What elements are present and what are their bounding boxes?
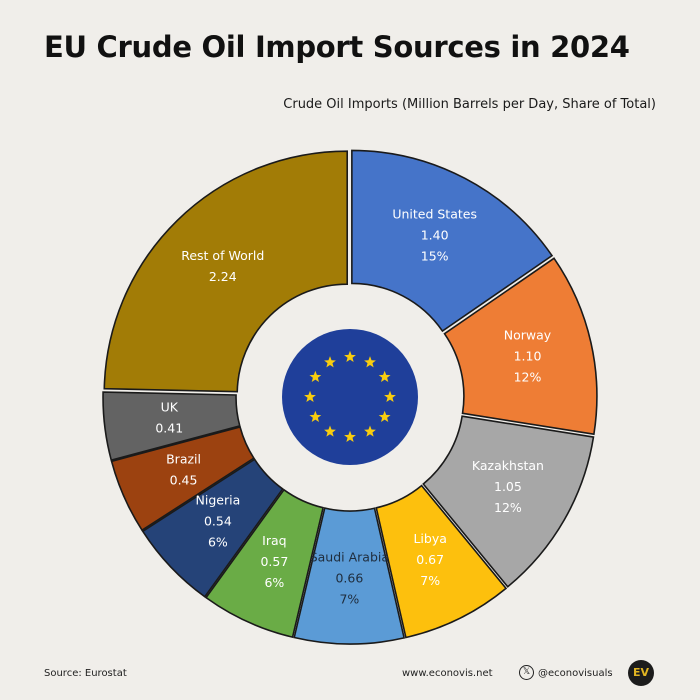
slice-value-label-nigeria: 0.54: [204, 514, 232, 529]
slice-united-states: [351, 149, 554, 333]
econovis-logo: EV: [628, 660, 654, 686]
slice-uk: [102, 391, 241, 462]
slice-name-label-nigeria: Nigeria: [196, 493, 241, 508]
eu-star-icon: [378, 370, 391, 383]
x-logo-icon: 𝕏: [519, 665, 534, 680]
eu-star-icon: [378, 410, 391, 423]
eu-star-icon: [324, 425, 336, 437]
eu-flag-icon: [282, 329, 418, 465]
page-title: EU Crude Oil Import Sources in 2024: [44, 30, 630, 64]
eu-star-icon: [324, 356, 336, 368]
eu-star-icon: [384, 390, 396, 403]
slice-name-label-uk: UK: [161, 400, 179, 415]
slice-share-label-norway: 12%: [514, 369, 542, 384]
slice-value-label-norway: 1.10: [514, 348, 542, 363]
slice-name-label-norway: Norway: [504, 327, 552, 342]
slice-share-label-iraq: 6%: [264, 575, 284, 590]
slice-value-label-iraq: 0.57: [260, 554, 288, 569]
slice-name-label-brazil: Brazil: [166, 452, 201, 467]
slice-saudi-arabia: [293, 507, 406, 645]
slice-iraq: [204, 488, 325, 639]
slice-share-label-libya: 7%: [420, 573, 440, 588]
slice-share-label-nigeria: 6%: [208, 535, 228, 550]
slice-name-label-libya: Libya: [413, 531, 446, 546]
slice-value-label-united-states: 1.40: [421, 227, 449, 242]
slice-value-label-rest-of-world: 2.24: [209, 269, 237, 284]
slice-value-label-kazakhstan: 1.05: [494, 479, 522, 494]
eu-star-icon: [344, 350, 356, 363]
eu-star-icon: [344, 430, 356, 443]
slice-rest-of-world: [103, 150, 349, 393]
slice-value-label-libya: 0.67: [416, 552, 444, 567]
slice-name-label-united-states: United States: [392, 206, 477, 221]
website-link[interactable]: www.econovis.net: [402, 668, 493, 679]
slice-name-label-iraq: Iraq: [262, 533, 286, 548]
slice-brazil: [110, 426, 255, 532]
source-note: Source: Eurostat: [44, 668, 127, 679]
slice-norway: [443, 257, 598, 436]
slice-name-label-kazakhstan: Kazakhstan: [472, 458, 544, 473]
slice-kazakhstan: [422, 415, 595, 588]
social-handle[interactable]: @econovisuals: [538, 668, 613, 679]
eu-star-icon: [309, 410, 322, 423]
slice-share-label-united-states: 15%: [421, 248, 449, 263]
eu-star-icon: [364, 425, 376, 437]
slice-share-label-saudi-arabia: 7%: [339, 591, 359, 606]
slice-value-label-saudi-arabia: 0.66: [335, 570, 363, 585]
slice-nigeria: [141, 458, 284, 598]
eu-star-icon: [309, 370, 322, 383]
slice-name-label-saudi-arabia: Saudi Arabia: [310, 549, 389, 564]
slice-libya: [375, 484, 508, 639]
chart-subtitle: Crude Oil Imports (Million Barrels per D…: [283, 97, 656, 112]
slice-value-label-uk: 0.41: [155, 421, 183, 436]
eu-star-icon: [304, 390, 316, 403]
slice-share-label-kazakhstan: 12%: [494, 500, 522, 515]
slice-value-label-brazil: 0.45: [170, 473, 198, 488]
slice-name-label-rest-of-world: Rest of World: [181, 248, 264, 263]
eu-star-icon: [364, 356, 376, 368]
